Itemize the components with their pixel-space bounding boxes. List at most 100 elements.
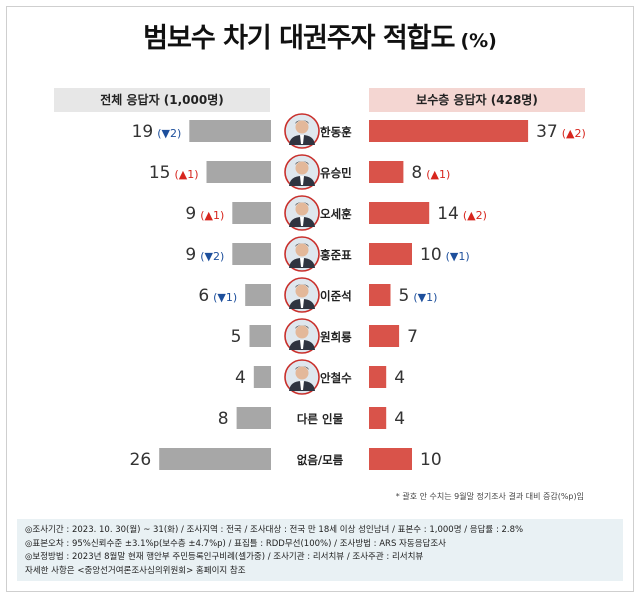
- change-down-label: (▼2): [200, 250, 224, 263]
- category-label: 유승민: [320, 166, 352, 180]
- person-photo-icon: [284, 318, 320, 354]
- change-up-label: (▲1): [200, 209, 224, 222]
- category-label: 다른 인물: [297, 412, 344, 426]
- face-shape: [295, 161, 309, 175]
- change-down-label: (▼1): [446, 250, 470, 263]
- category-label: 원희룡: [320, 330, 352, 344]
- right-value-label: 14 (▲2): [437, 204, 487, 224]
- person-photo-icon: [284, 277, 320, 313]
- hair-shape: [295, 120, 309, 124]
- face-shape: [295, 366, 309, 380]
- left-value-label: 9 (▲1): [185, 204, 224, 224]
- left-value-number: 9: [185, 245, 196, 265]
- right-bar: [369, 366, 387, 388]
- shirt-shape: [300, 176, 304, 185]
- right-bar: [369, 243, 412, 265]
- right-value-label: 5 (▼1): [399, 286, 438, 306]
- left-value-number: 8: [218, 409, 229, 429]
- hair-shape: [295, 284, 309, 288]
- left-bar: [232, 202, 271, 224]
- left-bar: [253, 366, 271, 388]
- left-column-header: 전체 응답자 (1,000명): [54, 88, 270, 112]
- change-up-label: (▲2): [562, 127, 586, 140]
- left-value-number: 9: [185, 204, 196, 224]
- hair-shape: [295, 366, 309, 370]
- right-value-label: 8 (▲1): [411, 163, 450, 183]
- category-label: 홍준표: [320, 248, 352, 262]
- person-photo-icon: [284, 359, 320, 395]
- right-value-label: 10: [420, 450, 442, 470]
- left-value-label: 8: [218, 409, 229, 429]
- left-value-number: 4: [235, 368, 246, 388]
- right-value-label: 10 (▼1): [420, 245, 470, 265]
- change-up-label: (▲1): [174, 168, 198, 181]
- right-value-number: 4: [394, 409, 405, 429]
- right-value-label: 37 (▲2): [536, 122, 586, 142]
- right-value-label: 4: [394, 368, 405, 388]
- left-value-label: 5: [231, 327, 242, 347]
- face-shape: [295, 202, 309, 216]
- survey-info-line: ◎표본오차 : 95%신뢰수준 ±3.1%p(보수층 ±4.7%p) / 표집틀…: [25, 538, 446, 549]
- left-bar: [232, 243, 271, 265]
- shirt-shape: [300, 258, 304, 267]
- left-value-number: 5: [231, 327, 242, 347]
- shirt-shape: [300, 340, 304, 349]
- right-value-number: 10: [420, 450, 442, 470]
- left-value-number: 15: [149, 163, 171, 183]
- face-shape: [295, 120, 309, 134]
- change-up-label: (▲1): [426, 168, 450, 181]
- left-bar: [236, 407, 271, 429]
- change-down-label: (▼1): [213, 291, 237, 304]
- change-up-label: (▲2): [463, 209, 487, 222]
- survey-info-box: ◎조사기간 : 2023. 10. 30(월) ~ 31(화) / 조사지역 :…: [17, 519, 623, 581]
- right-value-number: 5: [399, 286, 410, 306]
- shirt-shape: [300, 299, 304, 308]
- category-label: 안철수: [320, 371, 352, 385]
- survey-info-line: 자세한 사항은 <중앙선거여론조사심의위원회> 홈페이지 참조: [25, 565, 246, 576]
- right-value-number: 14: [437, 204, 459, 224]
- hair-shape: [295, 202, 309, 206]
- right-value-number: 10: [420, 245, 442, 265]
- left-value-number: 19: [132, 122, 154, 142]
- left-value-label: 4: [235, 368, 246, 388]
- change-down-label: (▼1): [413, 291, 437, 304]
- person-photo-icon: [284, 154, 320, 190]
- shirt-shape: [300, 381, 304, 390]
- person-photo-icon: [284, 195, 320, 231]
- right-value-label: 4: [394, 409, 405, 429]
- shirt-shape: [300, 217, 304, 226]
- left-bar: [206, 161, 271, 183]
- survey-info-line: ◎조사기간 : 2023. 10. 30(월) ~ 31(화) / 조사지역 :…: [25, 525, 524, 535]
- right-bar: [369, 284, 391, 306]
- chart-title-unit: (%): [460, 30, 497, 52]
- category-label: 오세훈: [320, 207, 352, 221]
- right-bar: [369, 325, 400, 347]
- face-shape: [295, 243, 309, 257]
- hair-shape: [295, 325, 309, 329]
- change-down-label: (▼2): [157, 127, 181, 140]
- right-bar: [369, 202, 430, 224]
- category-label: 한동훈: [320, 125, 352, 139]
- chart-title-block: 범보수 차기 대권주자 적합도 (%): [0, 16, 640, 55]
- category-label: 없음/모름: [297, 453, 344, 467]
- left-value-label: 19 (▼2): [132, 122, 182, 142]
- right-bar: [369, 161, 404, 183]
- left-value-label: 15 (▲1): [149, 163, 199, 183]
- left-bar: [189, 120, 271, 142]
- hair-shape: [295, 161, 309, 165]
- right-bar: [369, 120, 529, 142]
- category-label: 이준석: [320, 289, 352, 303]
- face-shape: [295, 284, 309, 298]
- right-value-number: 4: [394, 368, 405, 388]
- right-bar: [369, 407, 387, 429]
- shirt-shape: [300, 135, 304, 144]
- hair-shape: [295, 243, 309, 247]
- left-value-label: 6 (▼1): [198, 286, 237, 306]
- left-bar: [249, 325, 271, 347]
- left-bar: [159, 448, 271, 470]
- person-photo-icon: [284, 113, 320, 149]
- right-value-number: 7: [407, 327, 418, 347]
- right-column-header: 보수층 응답자 (428명): [369, 88, 585, 112]
- face-shape: [295, 325, 309, 339]
